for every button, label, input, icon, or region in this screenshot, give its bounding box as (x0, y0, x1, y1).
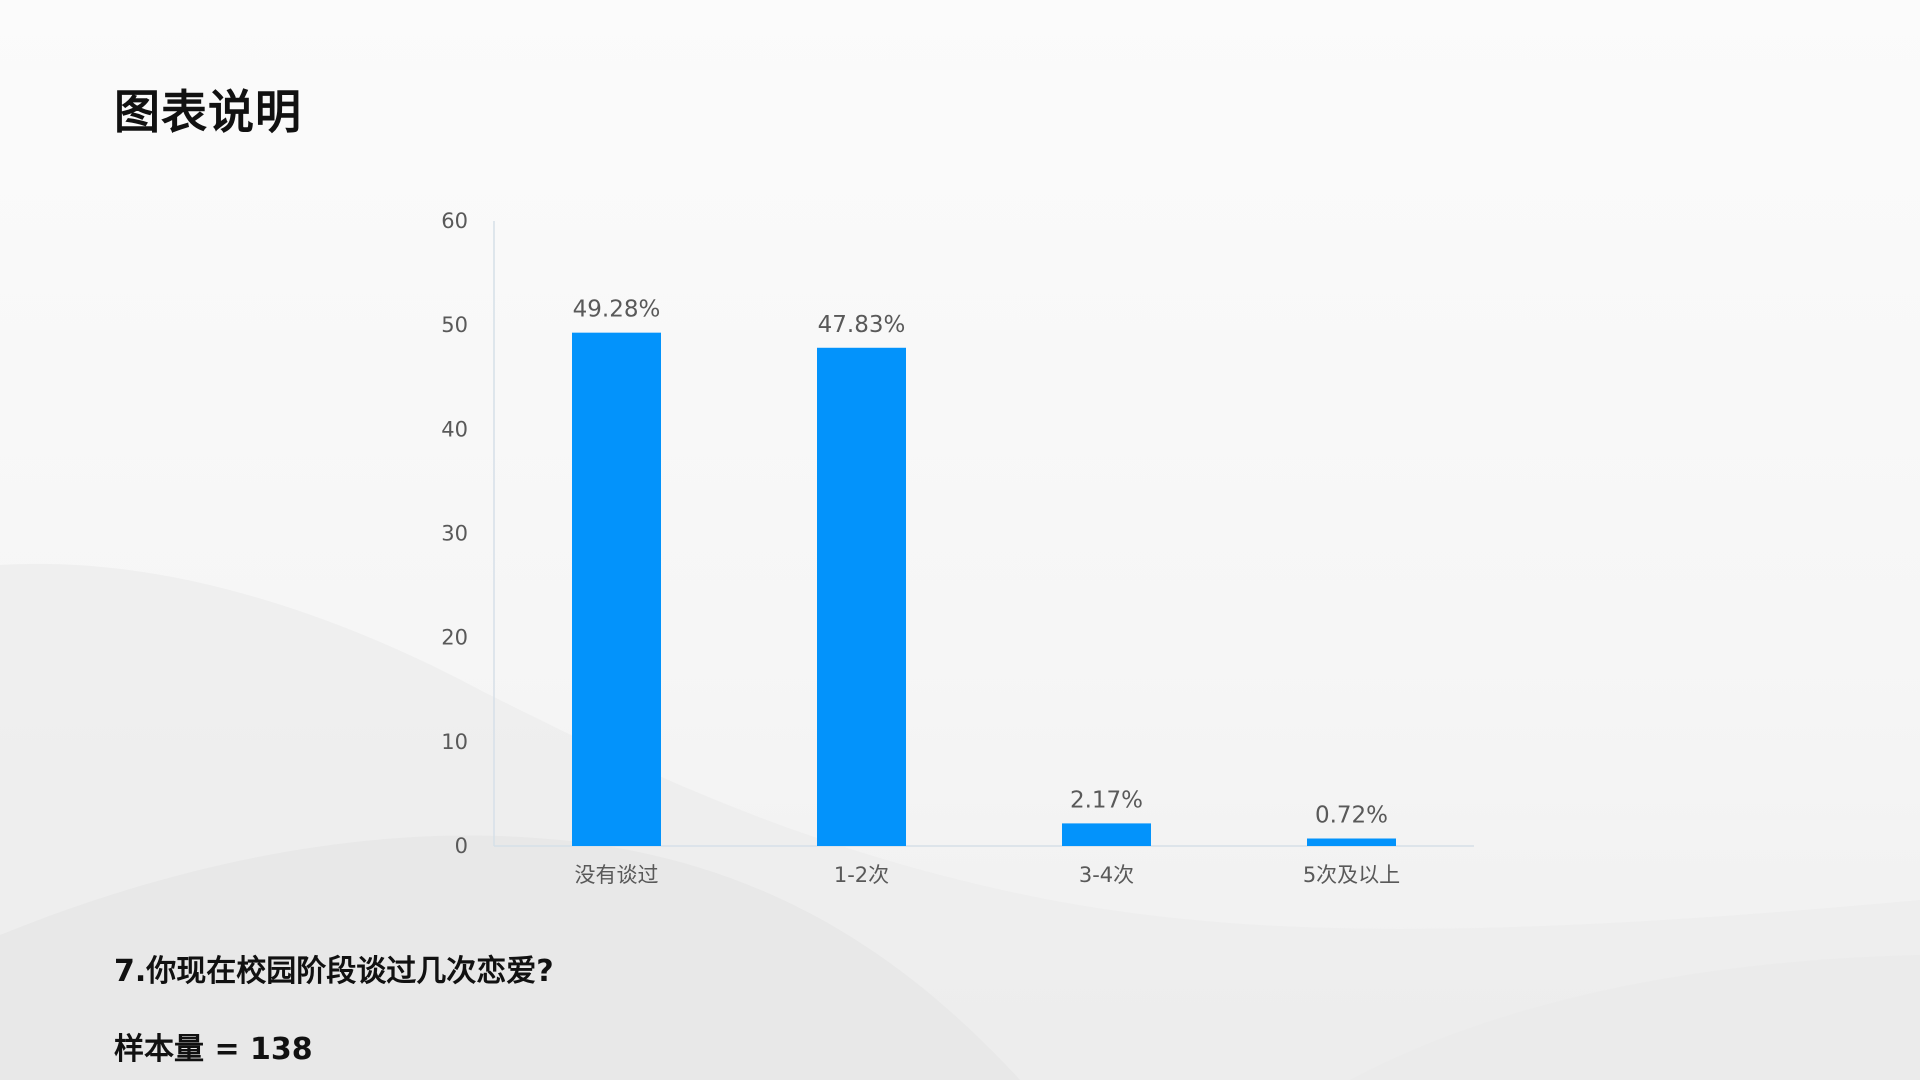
y-tick-label: 40 (441, 417, 468, 441)
x-tick-label: 1-2次 (834, 863, 889, 887)
y-tick-label: 30 (441, 522, 468, 546)
chart-labels: 0 10 20 30 40 50 60 49.28% 没有谈过 47.83% 1-2次 2.17% 3-… (441, 209, 1400, 887)
y-tick-label: 60 (441, 209, 468, 233)
bar (572, 332, 661, 847)
x-tick-label: 没有谈过 (575, 863, 659, 887)
y-tick-label: 10 (441, 730, 468, 754)
page-title: 图表说明 (114, 85, 302, 139)
y-tick-label: 50 (441, 313, 468, 337)
data-label: 0.72% (1315, 803, 1388, 829)
bar (1062, 823, 1151, 846)
y-tick-label: 20 (441, 626, 468, 650)
sample-size: 样本量 = 138 (114, 1032, 313, 1067)
x-tick-label: 5次及以上 (1303, 863, 1400, 887)
bar (1307, 838, 1396, 846)
data-label: 2.17% (1070, 787, 1143, 813)
data-label: 47.83% (818, 312, 906, 338)
chart-bars (572, 332, 1396, 847)
x-tick-label: 3-4次 (1079, 863, 1134, 887)
bar (817, 347, 906, 846)
question-text: 7.你现在校园阶段谈过几次恋爱? (114, 954, 554, 989)
y-tick-label: 0 (455, 834, 468, 858)
data-label: 49.28% (573, 297, 661, 323)
